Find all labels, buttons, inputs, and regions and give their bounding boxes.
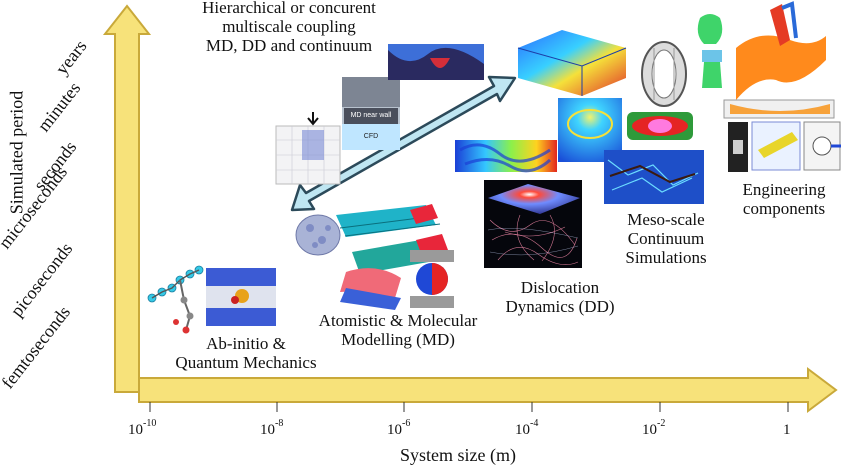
x-tick-base: 10 (515, 422, 530, 438)
x-tick-base: 1 (783, 422, 791, 438)
x-axis-arrow (138, 367, 838, 413)
x-tick-base: 10 (387, 422, 402, 438)
engineering-component-images (641, 1, 841, 172)
x-tick-exponent: -4 (530, 418, 539, 429)
inset-label-cfd: CFD (363, 133, 379, 140)
label-ab-initio: Ab-initio & Quantum Mechanics (175, 334, 317, 373)
multiscale-coupling-images (275, 44, 557, 185)
x-tick-base: 10 (260, 422, 275, 438)
x-tick-label: 1 (783, 420, 791, 439)
x-tick-label: 10-4 (515, 418, 539, 439)
label-multiscale-coupling: Hierarchical or concurent multiscale cou… (202, 0, 376, 56)
label-engineering-components: Engineering components (742, 180, 826, 219)
meso-scale-images (517, 30, 704, 204)
x-tick-exponent: -6 (402, 418, 411, 429)
x-tick-marks (149, 402, 789, 412)
x-tick-exponent: -10 (143, 418, 157, 429)
x-tick-exponent: -8 (275, 418, 284, 429)
ab-initio-molecule-image (147, 265, 276, 334)
x-tick-label: 10-10 (128, 418, 157, 439)
label-meso-scale: Meso-scale Continuum Simulations (625, 210, 707, 268)
x-tick-label: 10-6 (387, 418, 411, 439)
x-tick-label: 10-2 (642, 418, 666, 439)
x-tick-base: 10 (128, 422, 143, 438)
coupling-double-arrow (290, 75, 517, 212)
label-dislocation-dynamics: Dislocation Dynamics (DD) (505, 278, 615, 317)
x-tick-exponent: -2 (657, 418, 666, 429)
x-tick-label: 10-8 (260, 418, 284, 439)
inset-label-md-near-wall: MD near wall (350, 112, 392, 119)
y-axis-arrow (102, 4, 152, 393)
x-tick-base: 10 (642, 422, 657, 438)
atomistic-md-images (295, 204, 454, 310)
label-atomistic-md: Atomistic & Molecular Modelling (MD) (318, 311, 478, 350)
x-axis-title: System size (m) (400, 445, 516, 465)
dislocation-dynamics-image (484, 180, 582, 268)
